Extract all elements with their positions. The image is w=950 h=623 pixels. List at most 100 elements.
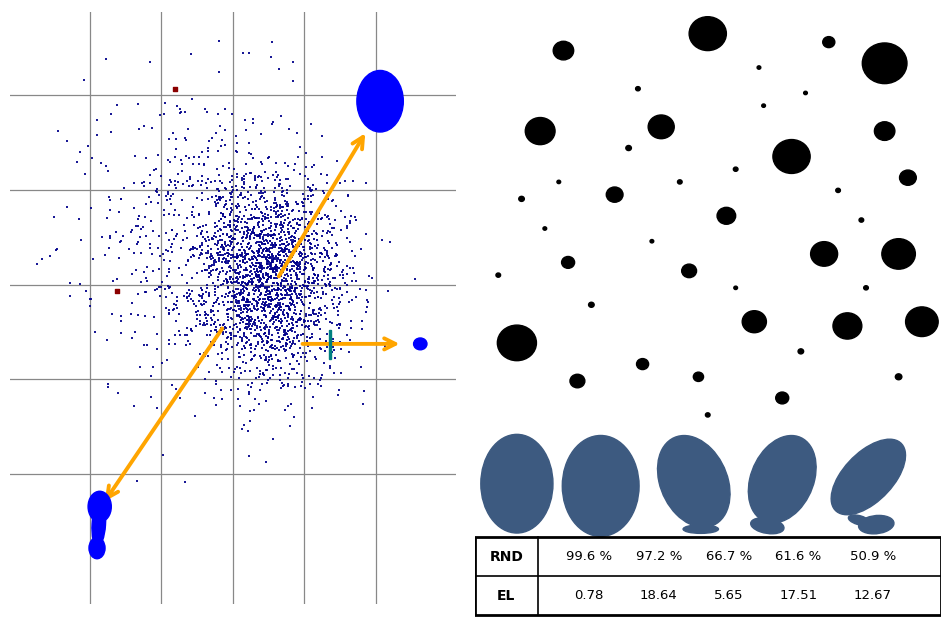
Point	[244, 246, 259, 256]
Point	[301, 219, 316, 229]
Point	[352, 283, 368, 293]
Point	[189, 310, 204, 320]
Ellipse shape	[831, 439, 905, 515]
Point	[258, 396, 274, 406]
Point	[253, 260, 268, 270]
Point	[318, 267, 333, 277]
Point	[247, 228, 262, 238]
Point	[157, 255, 172, 265]
Point	[284, 283, 299, 293]
Point	[48, 245, 64, 255]
Point	[211, 255, 226, 265]
Point	[253, 331, 268, 341]
Point	[211, 349, 226, 359]
Point	[240, 239, 256, 249]
Point	[347, 269, 362, 278]
Point	[314, 310, 329, 320]
Point	[184, 207, 200, 217]
Point	[162, 256, 178, 266]
Point	[287, 302, 302, 312]
Point	[261, 327, 276, 337]
Point	[262, 153, 277, 163]
Point	[265, 257, 280, 267]
Point	[279, 261, 294, 271]
Point	[240, 426, 256, 435]
Point	[238, 251, 253, 261]
Point	[289, 226, 304, 235]
Point	[211, 244, 226, 254]
Point	[242, 183, 257, 193]
Point	[313, 303, 328, 313]
Point	[215, 329, 230, 339]
Point	[243, 343, 258, 353]
Point	[270, 313, 285, 323]
Point	[267, 183, 282, 193]
Point	[193, 350, 208, 359]
Point	[200, 183, 215, 193]
Point	[251, 231, 266, 241]
Point	[99, 161, 114, 171]
Point	[311, 311, 326, 321]
Point	[201, 290, 217, 300]
Point	[206, 258, 221, 268]
Point	[231, 269, 246, 278]
Point	[229, 273, 244, 283]
Point	[295, 189, 311, 199]
Point	[163, 191, 179, 201]
Point	[226, 252, 241, 262]
Point	[264, 255, 279, 265]
Point	[293, 314, 308, 324]
Point	[79, 286, 94, 296]
Point	[132, 232, 147, 242]
Point	[280, 220, 295, 230]
Point	[256, 297, 271, 307]
Point	[233, 303, 248, 313]
Point	[250, 255, 265, 265]
Point	[270, 301, 285, 311]
Point	[269, 315, 284, 325]
Point	[219, 275, 235, 285]
Point	[303, 255, 318, 265]
Point	[268, 230, 283, 240]
Point	[279, 259, 294, 269]
Point	[319, 342, 334, 352]
Point	[330, 303, 345, 313]
Point	[279, 237, 294, 247]
Point	[220, 308, 236, 318]
Point	[286, 242, 301, 252]
Point	[239, 337, 255, 347]
Point	[259, 285, 275, 295]
Point	[131, 211, 146, 221]
Point	[226, 186, 241, 196]
Point	[207, 393, 222, 403]
Point	[273, 305, 288, 315]
Point	[244, 210, 259, 220]
Point	[124, 227, 139, 237]
Point	[182, 339, 198, 349]
Point	[288, 327, 303, 337]
Point	[242, 200, 257, 210]
Point	[194, 229, 209, 239]
Point	[233, 318, 248, 328]
Point	[271, 285, 286, 295]
Point	[235, 313, 250, 323]
Point	[144, 123, 160, 133]
Point	[278, 234, 294, 244]
Point	[212, 191, 227, 201]
Point	[263, 272, 278, 282]
Circle shape	[859, 218, 864, 222]
Point	[244, 269, 259, 279]
Point	[161, 264, 176, 273]
Point	[200, 316, 215, 326]
Point	[320, 226, 335, 236]
Point	[315, 289, 331, 299]
Point	[254, 173, 269, 183]
Point	[261, 272, 276, 282]
Point	[122, 244, 137, 254]
Point	[277, 330, 293, 340]
Point	[319, 250, 334, 260]
Point	[246, 264, 261, 274]
Point	[317, 346, 332, 356]
Point	[218, 201, 233, 211]
Point	[312, 308, 327, 318]
